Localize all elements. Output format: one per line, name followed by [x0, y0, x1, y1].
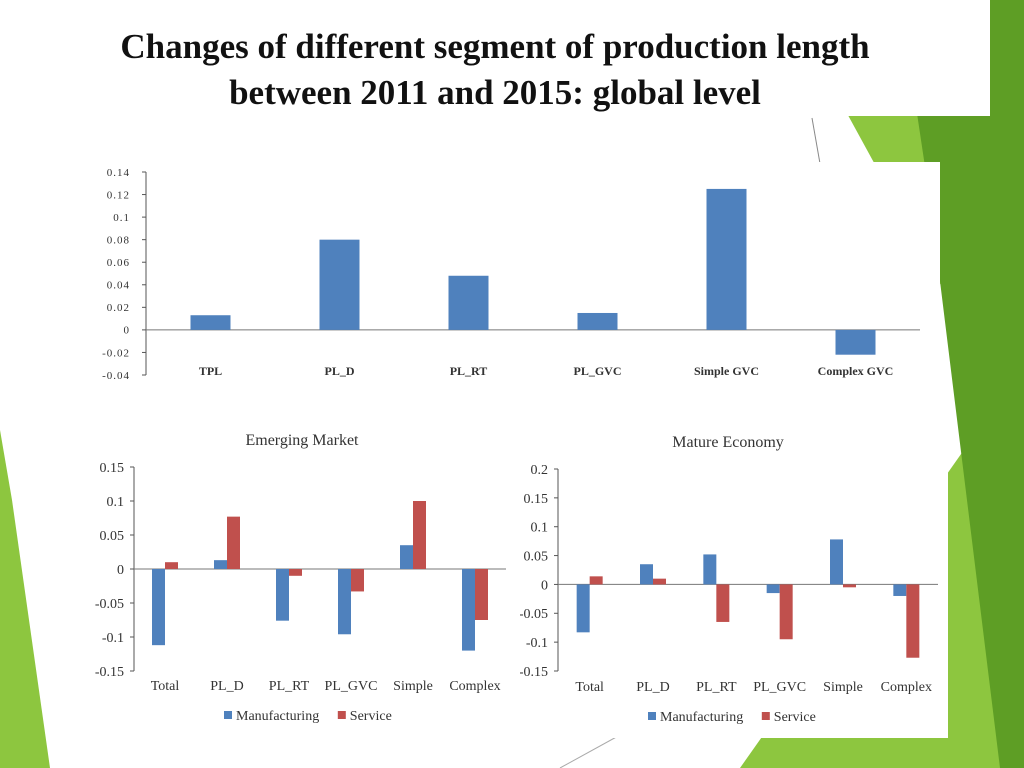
- slide-title: Changes of different segment of producti…: [0, 0, 990, 116]
- y-tick-label: 0.1: [113, 212, 130, 224]
- service-bar-pl-gvc: [779, 584, 793, 640]
- y-tick-label: 0.12: [107, 189, 130, 201]
- global-chart-panel: 0.14 0.12 0.1 0.08 0.06 0.04 0.02 0 -0.02 -0.04 TP…: [78, 162, 940, 385]
- x-category-label: Simple: [823, 680, 863, 695]
- mature-chart-panel: Mature Economy 0.2 0.15 0.1 0.05 0 -0.05 -0.1 -0…: [519, 418, 948, 738]
- y-tick-label: 0.1: [531, 521, 549, 536]
- x-category-label: PL_GVC: [574, 364, 622, 378]
- service-bar-complex: [906, 584, 920, 658]
- y-tick-label: 0.06: [107, 257, 130, 269]
- legend-label-service: Service: [350, 709, 392, 724]
- y-tick-label: -0.15: [520, 665, 548, 680]
- y-tick-label: 0.05: [100, 529, 125, 544]
- x-category-label: PL_GVC: [753, 680, 806, 695]
- bar-pl-d: [319, 239, 360, 330]
- emerging-chart-panel: Emerging Market 0.15 0.1 0.05 0 -0.05 -0.1 -0.1…: [84, 418, 510, 738]
- y-tick-label: 0.15: [524, 492, 549, 507]
- x-category-label: Complex: [881, 680, 932, 695]
- y-tick-label: 0.05: [524, 549, 549, 564]
- y-tick-label: -0.15: [95, 665, 124, 680]
- chart-title: Mature Economy: [672, 434, 784, 451]
- service-bar-pl-gvc: [351, 569, 364, 592]
- service-bar-pl-d: [227, 516, 240, 569]
- y-tick-label: 0.14: [107, 167, 130, 179]
- slide-title-line-1: Changes of different segment of producti…: [120, 27, 870, 66]
- service-bar-total: [589, 576, 603, 585]
- legend-swatch-service: [337, 711, 346, 719]
- manufacturing-bar-pl-rt: [276, 569, 289, 621]
- x-category-label: Total: [575, 680, 604, 695]
- y-tick-label: -0.05: [95, 597, 124, 612]
- legend-swatch-manufacturing: [648, 712, 656, 720]
- manufacturing-bar-simple: [830, 539, 843, 585]
- y-tick-label: 0: [541, 578, 548, 593]
- emerging-market-chart: Emerging Market 0.15 0.1 0.05 0 -0.05 -0.1 -0.1…: [95, 432, 506, 724]
- manufacturing-bar-total: [576, 584, 590, 633]
- service-bar-pl-rt: [289, 569, 302, 576]
- manufacturing-bar-simple: [400, 545, 413, 569]
- service-bar-total: [165, 562, 178, 569]
- x-category-label: Simple: [393, 679, 433, 694]
- global-bar-chart: 0.14 0.12 0.1 0.08 0.06 0.04 0.02 0 -0.02 -0.04 TP…: [102, 167, 920, 382]
- y-tick-label: 0.15: [100, 461, 125, 476]
- y-tick-label: -0.05: [520, 607, 548, 622]
- legend-label-manufacturing: Manufacturing: [236, 709, 319, 724]
- bar-tpl: [190, 315, 231, 330]
- service-bar-pl-d: [653, 578, 666, 585]
- x-category-label: PL_RT: [450, 364, 488, 378]
- legend-swatch-manufacturing: [224, 711, 232, 719]
- manufacturing-bar-pl-gvc: [766, 584, 780, 594]
- x-category-label: Total: [151, 679, 180, 694]
- bar-pl-gvc: [577, 312, 618, 330]
- y-tick-label: -0.1: [526, 636, 548, 651]
- bar-simple-gvc: [706, 188, 747, 330]
- legend-label-service: Service: [774, 710, 816, 725]
- service-bar-pl-rt: [716, 584, 730, 622]
- service-bar-simple: [413, 501, 426, 569]
- service-bar-complex: [475, 569, 488, 620]
- bar-pl-rt: [448, 275, 489, 330]
- manufacturing-bar-complex: [462, 569, 475, 651]
- x-category-label: Complex: [449, 679, 500, 694]
- manufacturing-bar-pl-gvc: [338, 569, 351, 635]
- manufacturing-bar-pl-d: [214, 560, 227, 569]
- y-tick-label: -0.04: [102, 370, 130, 382]
- y-tick-label: 0.02: [107, 302, 130, 314]
- y-tick-label: 0: [117, 563, 124, 578]
- x-category-label: PL_RT: [269, 679, 310, 694]
- legend-swatch-service: [761, 712, 770, 720]
- y-tick-label: 0.04: [107, 280, 130, 292]
- slide-title-box: Changes of different segment of producti…: [0, 0, 990, 116]
- x-category-label: PL_D: [325, 364, 355, 378]
- manufacturing-bar-complex: [893, 584, 907, 596]
- x-category-label: TPL: [199, 364, 222, 378]
- slide-title-line-2: between 2011 and 2015: global level: [229, 73, 761, 112]
- x-category-label: PL_RT: [696, 680, 737, 695]
- legend-label-manufacturing: Manufacturing: [660, 710, 743, 725]
- y-tick-label: 0: [124, 325, 131, 337]
- manufacturing-bar-pl-rt: [703, 554, 717, 585]
- y-tick-label: 0.1: [107, 495, 125, 510]
- manufacturing-bar-total: [152, 569, 165, 646]
- x-category-label: Simple GVC: [694, 364, 759, 378]
- service-bar-simple: [843, 584, 856, 588]
- bar-complex-gvc: [835, 329, 876, 355]
- x-category-label: Complex GVC: [818, 364, 894, 378]
- x-category-label: PL_D: [210, 679, 243, 694]
- y-tick-label: 0.08: [107, 235, 130, 247]
- y-tick-label: -0.02: [102, 347, 130, 359]
- x-category-label: PL_D: [636, 680, 669, 695]
- mature-economy-chart: Mature Economy 0.2 0.15 0.1 0.05 0 -0.05 -0.1 -0…: [519, 434, 938, 725]
- y-tick-label: 0.2: [531, 463, 549, 478]
- manufacturing-bar-pl-d: [640, 564, 653, 585]
- x-category-label: PL_GVC: [325, 679, 378, 694]
- y-tick-label: -0.1: [102, 631, 124, 646]
- chart-title: Emerging Market: [245, 432, 359, 449]
